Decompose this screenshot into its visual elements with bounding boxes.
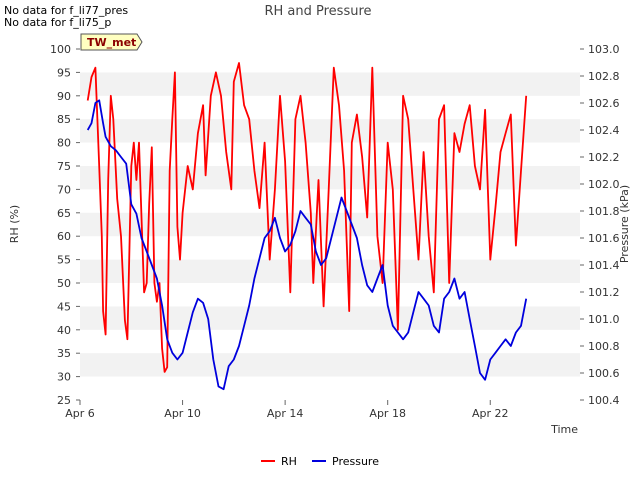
series-lines bbox=[86, 62, 528, 391]
tw-met-badge: TW_met bbox=[80, 33, 143, 51]
right-tick-label: 101.8 bbox=[588, 205, 620, 218]
left-tick-label: 75 bbox=[57, 160, 71, 173]
background-band bbox=[80, 353, 580, 377]
left-tick-label: 100 bbox=[50, 43, 71, 56]
right-tick-label: 100.6 bbox=[588, 367, 620, 380]
left-tick-label: 80 bbox=[57, 137, 71, 150]
x-tick-label: Apr 14 bbox=[267, 407, 304, 420]
background-band bbox=[80, 259, 580, 283]
right-tick-label: 102.2 bbox=[588, 151, 620, 164]
right-tick-label: 101.4 bbox=[588, 259, 620, 272]
pressure-line bbox=[86, 99, 528, 391]
right-tick-label: 101.6 bbox=[588, 232, 620, 245]
background-band bbox=[80, 72, 580, 96]
left-tick-label: 90 bbox=[57, 90, 71, 103]
left-tick-label: 70 bbox=[57, 183, 71, 196]
left-tick-label: 45 bbox=[57, 300, 71, 313]
right-tick-label: 102.6 bbox=[588, 97, 620, 110]
left-tick-label: 40 bbox=[57, 324, 71, 337]
left-axis: 25 30 35 40 45 50 55 60 65 70 75 80 85 90 95 100 bbox=[50, 43, 80, 407]
x-tick-label: Apr 6 bbox=[65, 407, 95, 420]
rh-line bbox=[86, 62, 528, 373]
legend-rh-label: RH bbox=[281, 455, 297, 468]
left-tick-label: 55 bbox=[57, 254, 71, 267]
background-band bbox=[80, 212, 580, 237]
legend: RH Pressure bbox=[261, 455, 379, 468]
left-tick-label: 65 bbox=[57, 207, 71, 220]
left-tick-label: 35 bbox=[57, 347, 71, 360]
left-tick-label: 85 bbox=[57, 113, 71, 126]
left-tick-label: 50 bbox=[57, 277, 71, 290]
right-tick-label: 102.0 bbox=[588, 178, 620, 191]
right-axis-title: Pressure (kPa) bbox=[618, 185, 631, 263]
right-tick-label: 102.8 bbox=[588, 70, 620, 83]
right-tick-label: 101.0 bbox=[588, 313, 620, 326]
left-tick-label: 30 bbox=[57, 371, 71, 384]
right-tick-label: 100.8 bbox=[588, 340, 620, 353]
x-tick-label: Apr 22 bbox=[472, 407, 509, 420]
no-data-note-1: No data for f_li77_pres bbox=[4, 4, 129, 17]
badge-label: TW_met bbox=[87, 36, 136, 49]
chart-title: RH and Pressure bbox=[264, 4, 371, 19]
x-tick-label: Apr 10 bbox=[164, 407, 201, 420]
left-tick-label: 95 bbox=[57, 66, 71, 79]
right-tick-label: 100.4 bbox=[588, 394, 620, 407]
legend-pressure-label: Pressure bbox=[332, 455, 379, 468]
right-tick-label: 103.0 bbox=[588, 43, 620, 56]
right-axis: 100.4 100.6 100.8 101.0 101.2 101.4 101.6 101.8… bbox=[580, 43, 620, 407]
background-bands bbox=[80, 72, 580, 377]
right-tick-label: 102.4 bbox=[588, 124, 620, 137]
right-tick-label: 101.2 bbox=[588, 286, 620, 299]
left-tick-label: 60 bbox=[57, 230, 71, 243]
badge-shape bbox=[80, 33, 143, 51]
background-band bbox=[80, 306, 580, 330]
no-data-note-2: No data for f_li75_p bbox=[4, 16, 112, 29]
x-tick-label: Apr 18 bbox=[369, 407, 406, 420]
x-axis-title: Time bbox=[550, 423, 578, 436]
x-axis: Apr 6 Apr 10 Apr 14 Apr 18 Apr 22 bbox=[65, 400, 509, 420]
left-axis-title: RH (%) bbox=[8, 205, 21, 243]
left-tick-label: 25 bbox=[57, 394, 71, 407]
